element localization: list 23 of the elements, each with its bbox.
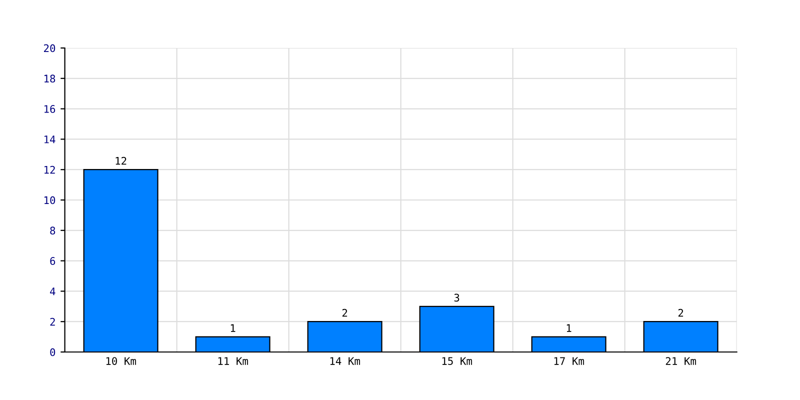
data-label: 2	[678, 308, 684, 317]
y-tick-label: 18	[44, 74, 56, 83]
data-label: 12	[116, 156, 126, 165]
data-label: 3	[454, 294, 460, 302]
x-tick-label: 14 Km	[330, 357, 360, 365]
y-tick-label: 2	[50, 318, 55, 326]
y-tick-label: 8	[50, 226, 56, 235]
y-tick-label: 10	[44, 196, 56, 204]
y-tick-label: 16	[44, 105, 56, 113]
x-tick-label: 17 Km	[554, 357, 584, 365]
x-tick-label: 11 Km	[218, 357, 248, 365]
data-label: 1	[230, 324, 236, 332]
x-tick-label: 15 Km	[442, 357, 472, 365]
x-tick-label: 21 Km	[666, 357, 696, 365]
y-tick-label: 6	[50, 257, 56, 265]
data-label: 2	[342, 308, 348, 317]
y-tick-label: 4	[50, 288, 56, 296]
y-tick-label: 20	[44, 44, 56, 52]
y-tick-label: 12	[44, 166, 55, 174]
y-tick-label: 14	[44, 136, 56, 144]
x-tick-label: 10 Km	[106, 357, 136, 365]
data-label: 1	[566, 324, 572, 332]
y-tick-label: 0	[50, 348, 56, 356]
